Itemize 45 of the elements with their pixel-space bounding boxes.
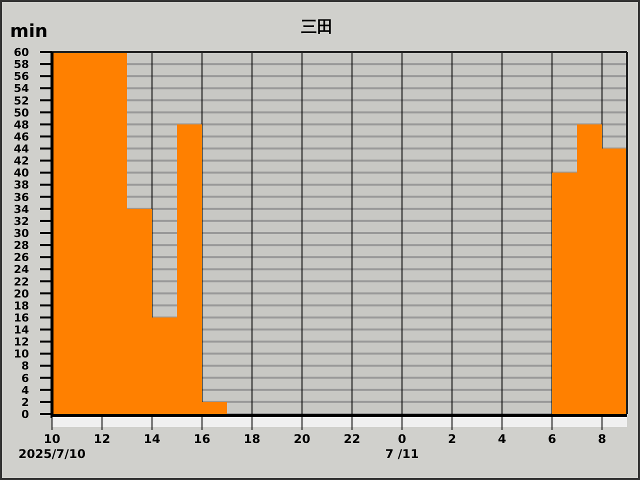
- y-tick-label: 10: [14, 348, 30, 361]
- y-tick-label: 6: [21, 372, 30, 385]
- y-tick-label: 2: [21, 396, 29, 409]
- y-tick-label: 32: [14, 214, 29, 228]
- x-tick-label: 22: [344, 432, 360, 446]
- y-tick-label: 58: [14, 58, 29, 72]
- x-tick-label: 4: [498, 432, 506, 446]
- y-tick-label: 8: [21, 360, 29, 373]
- y-tick-label: 4: [21, 384, 30, 397]
- y-tick-label: 30: [14, 227, 30, 240]
- y-tick-label: 42: [14, 154, 29, 168]
- y-tick-label: 28: [14, 239, 29, 252]
- y-tick-label: 20: [14, 287, 30, 300]
- y-tick-label: 12: [14, 336, 29, 349]
- y-tick-label: 48: [14, 118, 29, 132]
- y-tick-label: 14: [14, 324, 30, 337]
- y-tick-label: 16: [14, 311, 30, 324]
- y-tick-label: 18: [14, 299, 29, 312]
- x-tick-label: 14: [144, 432, 160, 446]
- y-tick-label: 26: [14, 251, 30, 264]
- y-tick-label: 38: [14, 178, 29, 192]
- y-tick-label: 24: [14, 263, 30, 276]
- y-tick-label: 22: [14, 275, 29, 288]
- y-tick-label: 0: [21, 408, 30, 421]
- y-axis-title: min: [10, 21, 48, 42]
- y-tick-label: 52: [14, 94, 29, 108]
- y-tick-label: 56: [14, 70, 30, 84]
- y-tick-label: 36: [14, 190, 30, 204]
- x-tick-label: 10 2025/7/10: [18, 432, 86, 461]
- y-tick-label: 34: [14, 202, 30, 216]
- y-tick-label: 40: [14, 166, 30, 180]
- x-tick-label: 12: [94, 432, 110, 446]
- x-tick-label: 8: [598, 432, 606, 446]
- y-tick-label: 44: [14, 142, 30, 156]
- x-tick-label: 16: [194, 432, 210, 446]
- chart-title: 三田: [301, 17, 333, 36]
- x-tick-label: 18: [244, 432, 260, 446]
- y-tick-label: 50: [14, 106, 30, 120]
- x-tick-label: 20: [294, 432, 310, 446]
- y-tick-label: 60: [14, 46, 30, 59]
- x-tick-label: 2: [448, 432, 456, 446]
- y-tick-label: 46: [14, 130, 30, 144]
- x-tick-label: 6: [548, 432, 556, 446]
- y-tick-label: 54: [14, 82, 30, 96]
- x-tick-label: 0 7 /11: [385, 432, 419, 461]
